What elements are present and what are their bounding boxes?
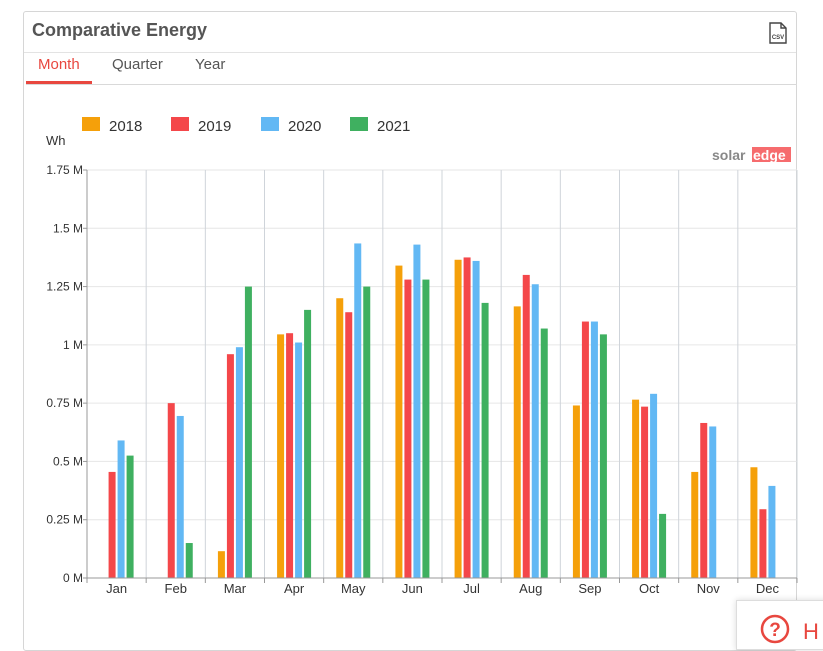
bar-2018-dec — [750, 467, 758, 578]
bar-2021-sep — [599, 334, 607, 578]
bar-2018-apr — [277, 334, 285, 578]
bar-2019-apr — [286, 333, 294, 578]
bar-2019-feb — [167, 403, 175, 578]
y-tick-label: 1.25 M — [46, 280, 83, 294]
bar-2021-oct — [659, 513, 667, 578]
panel-header: Comparative Energy CSV — [24, 12, 796, 53]
legend-label-2018: 2018 — [109, 118, 142, 135]
bar-2020-may — [354, 243, 362, 578]
bar-2021-mar — [244, 286, 252, 578]
x-tick-label-nov: Nov — [697, 581, 721, 596]
legend-item-2021[interactable]: 2021 — [350, 117, 410, 135]
legend-swatch-2018 — [82, 117, 100, 131]
bar-2020-jan — [117, 440, 125, 578]
bar-2018-sep — [572, 405, 580, 578]
question-circle-icon[interactable]: ? — [759, 613, 791, 645]
bar-2019-may — [345, 312, 353, 578]
bar-2019-oct — [641, 406, 649, 578]
x-tick-label-sep: Sep — [578, 581, 601, 596]
tab-month[interactable]: Month — [26, 56, 92, 84]
bar-2019-nov — [700, 422, 708, 578]
bar-2020-nov — [709, 426, 717, 578]
x-tick-label-feb: Feb — [165, 581, 187, 596]
panel-title: Comparative Energy — [32, 20, 208, 40]
x-tick-label-aug: Aug — [519, 581, 542, 596]
bar-2018-jun — [395, 265, 403, 578]
svg-text:?: ? — [769, 620, 781, 641]
solaredge-logo: solar edge — [712, 147, 791, 163]
bar-2021-feb — [185, 543, 193, 578]
legend-swatch-2020 — [261, 117, 279, 131]
y-axis-label: Wh — [46, 133, 66, 148]
logo-suffix: edge — [753, 147, 786, 163]
legend-label-2021: 2021 — [377, 118, 410, 135]
bar-2021-jan — [126, 455, 134, 578]
period-tabs: Month Quarter Year — [26, 52, 797, 85]
tab-quarter[interactable]: Quarter — [112, 56, 163, 73]
legend-swatch-2019 — [171, 117, 189, 131]
bar-2020-aug — [531, 284, 539, 578]
bar-2020-jul — [472, 260, 480, 578]
legend-label-2020: 2020 — [288, 118, 321, 135]
y-tick-label: 1.75 M — [46, 163, 83, 177]
x-tick-label-jul: Jul — [463, 581, 480, 596]
bar-2019-dec — [759, 509, 767, 578]
legend-item-2018[interactable]: 2018 — [82, 117, 142, 135]
logo-prefix: solar — [712, 147, 746, 163]
bar-2018-mar — [217, 551, 225, 578]
bar-2020-sep — [590, 321, 598, 578]
bar-2018-aug — [513, 306, 521, 578]
bar-2021-jun — [422, 279, 430, 578]
x-tick-label-mar: Mar — [224, 581, 247, 596]
bar-2021-apr — [304, 309, 312, 578]
bar-2019-jun — [404, 279, 412, 578]
bar-2021-aug — [540, 328, 548, 578]
help-label[interactable]: H — [803, 619, 819, 644]
bar-2020-jun — [413, 244, 421, 578]
bar-2019-sep — [581, 321, 589, 578]
bar-2018-may — [336, 298, 344, 578]
bar-2021-jul — [481, 302, 489, 578]
x-tick-label-jun: Jun — [402, 581, 423, 596]
y-tick-label: 1 M — [63, 338, 83, 352]
y-tick-label: 0.75 M — [46, 396, 83, 410]
bar-2020-dec — [768, 485, 776, 578]
bar-2020-oct — [650, 393, 658, 578]
y-tick-label: 0.5 M — [53, 454, 83, 468]
bar-2020-feb — [176, 415, 184, 578]
bar-2020-mar — [235, 347, 243, 578]
bar-2018-oct — [632, 399, 640, 578]
y-tick-label: 0 M — [63, 571, 83, 585]
bar-2019-aug — [522, 274, 530, 578]
y-tick-label: 1.5 M — [53, 221, 83, 235]
legend-item-2020[interactable]: 2020 — [261, 117, 321, 135]
legend-item-2019[interactable]: 2019 — [171, 117, 231, 135]
bar-2018-jul — [454, 259, 462, 578]
x-tick-label-apr: Apr — [284, 581, 305, 596]
bar-2019-jan — [108, 471, 116, 578]
x-tick-label-oct: Oct — [639, 581, 660, 596]
bar-2020-apr — [295, 342, 303, 578]
tab-year[interactable]: Year — [195, 56, 226, 73]
legend-swatch-2021 — [350, 117, 368, 131]
csv-icon-label: CSV — [772, 35, 784, 41]
bar-2019-mar — [226, 354, 234, 578]
bar-2021-may — [363, 286, 371, 578]
bar-2018-nov — [691, 471, 699, 578]
legend-label-2019: 2019 — [198, 118, 231, 135]
csv-download-icon[interactable]: CSV — [768, 22, 788, 44]
x-tick-label-may: May — [341, 581, 366, 596]
help-widget[interactable]: ? H — [736, 600, 823, 650]
x-tick-label-jan: Jan — [106, 581, 127, 596]
y-tick-label: 0.25 M — [46, 513, 83, 527]
x-tick-label-dec: Dec — [756, 581, 780, 596]
bar-2019-jul — [463, 257, 471, 578]
